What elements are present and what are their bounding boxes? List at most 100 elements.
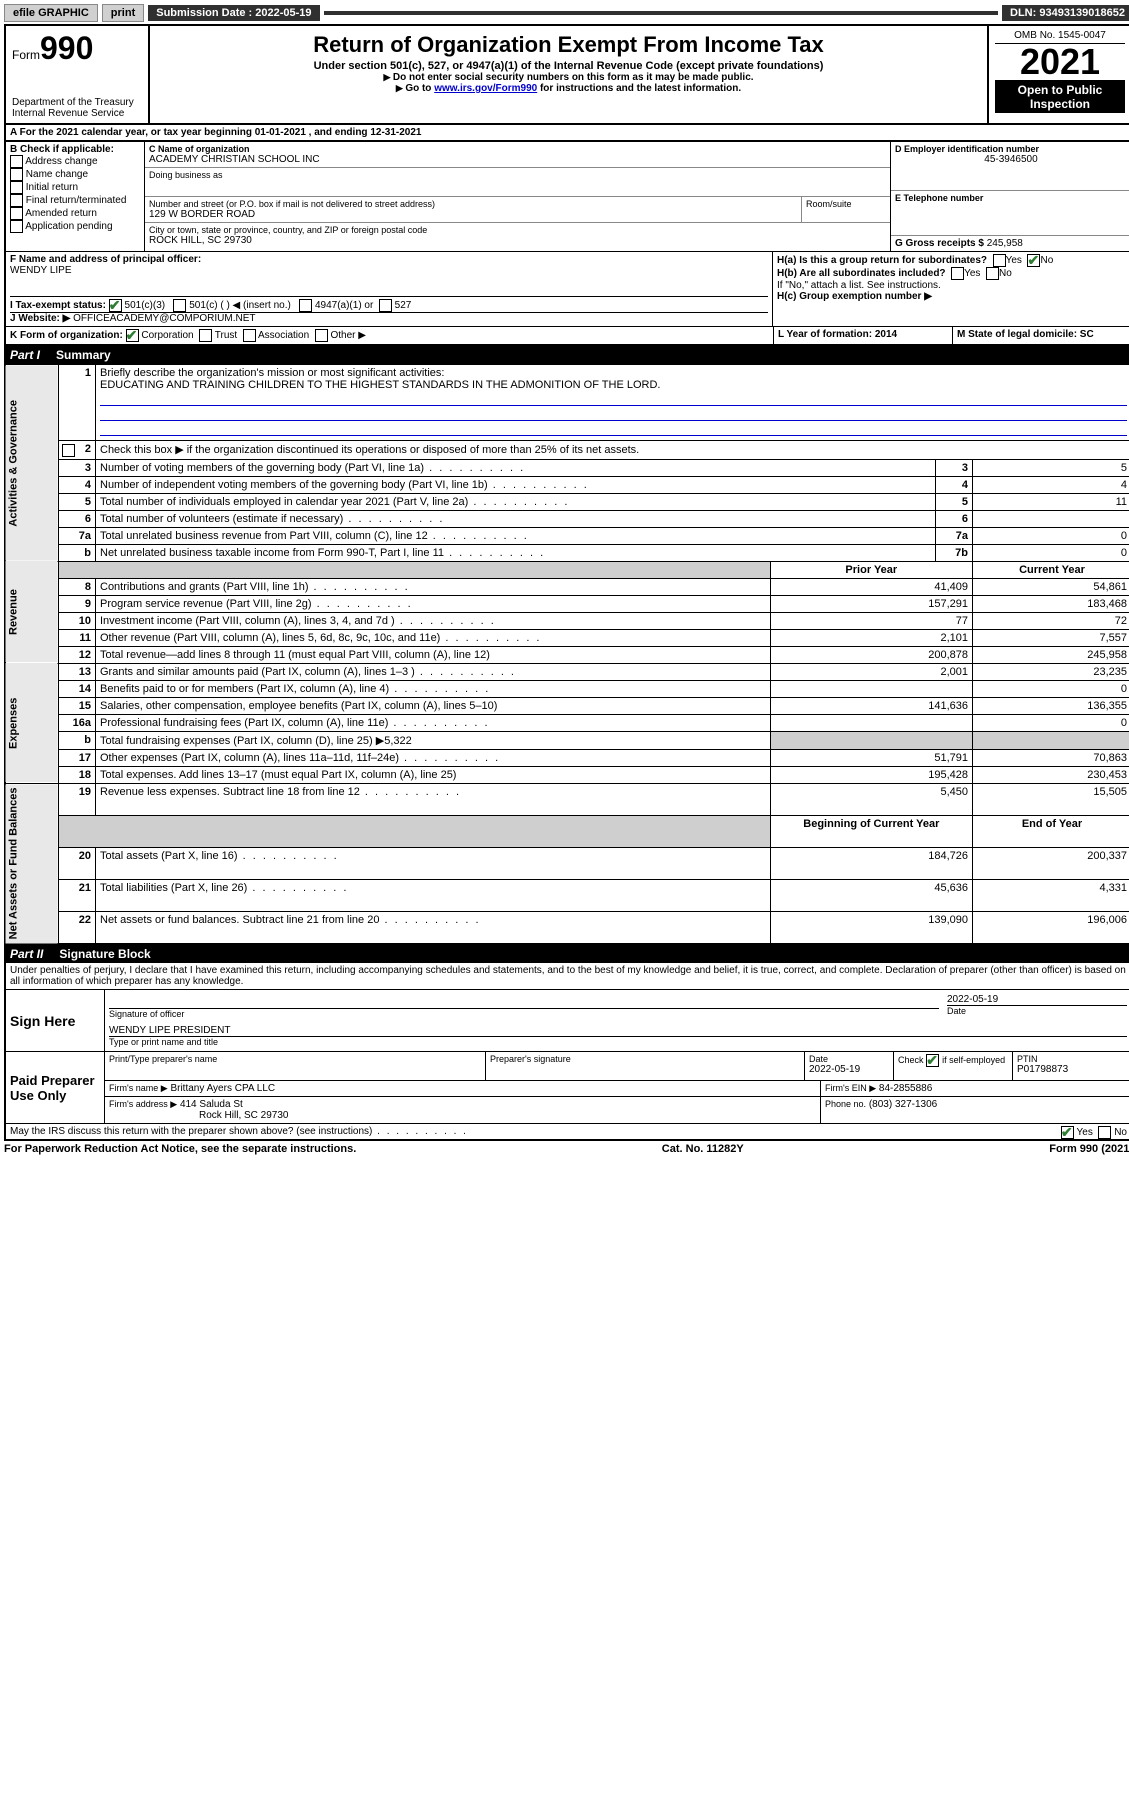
box-j-label: J Website: ▶ — [10, 313, 70, 324]
r8c: 54,861 — [973, 578, 1129, 595]
hdr-end: End of Year — [973, 815, 1129, 847]
cb-hb-yes[interactable] — [951, 267, 964, 280]
top-spacer — [324, 11, 998, 15]
street-address: 129 W BORDER ROAD — [149, 209, 797, 220]
r9p: 157,291 — [770, 595, 972, 612]
line18: Total expenses. Add lines 13–17 (must eq… — [96, 766, 771, 783]
line14: Benefits paid to or for members (Part IX… — [96, 680, 771, 697]
cb-discuss-no[interactable] — [1098, 1126, 1111, 1139]
cb-ha-yes[interactable] — [993, 254, 1006, 267]
r10p: 77 — [770, 612, 972, 629]
klm-row: K Form of organization: Corporation Trus… — [4, 327, 1129, 346]
r22c: 196,006 — [973, 911, 1129, 944]
section-a: A For the 2021 calendar year, or tax yea… — [4, 125, 1129, 142]
line19: Revenue less expenses. Subtract line 18 … — [96, 783, 771, 815]
irs-label: Internal Revenue Service — [12, 108, 142, 119]
penalty-text: Under penalties of perjury, I declare th… — [6, 963, 1129, 990]
line16b: Total fundraising expenses (Part IX, col… — [96, 731, 771, 749]
line7a: Total unrelated business revenue from Pa… — [96, 527, 936, 544]
subtitle-2: Do not enter social security numbers on … — [156, 72, 981, 83]
val7b: 0 — [973, 544, 1129, 561]
prep-sig-hdr: Preparer's signature — [490, 1054, 800, 1064]
cb-discuss-yes[interactable] — [1061, 1126, 1074, 1139]
line21: Total liabilities (Part X, line 26) — [96, 879, 771, 911]
cb-assoc[interactable] — [243, 329, 256, 342]
val5: 11 — [973, 493, 1129, 510]
part1-header: Part I Summary — [4, 346, 1129, 364]
form-header: Form990 Department of the Treasury Inter… — [4, 24, 1129, 125]
city-label: City or town, state or province, country… — [149, 225, 886, 235]
cb-name-change[interactable]: Name change — [10, 168, 140, 181]
line13: Grants and similar amounts paid (Part IX… — [96, 663, 771, 680]
cb-initial-return[interactable]: Initial return — [10, 181, 140, 194]
r20p: 184,726 — [770, 847, 972, 879]
box-m: M State of legal domicile: SC — [953, 327, 1129, 344]
firm-phone: (803) 327-1306 — [869, 1099, 937, 1110]
officer-name: WENDY LIPE — [10, 265, 768, 276]
r16p — [770, 714, 972, 731]
val4: 4 — [973, 476, 1129, 493]
print-button[interactable]: print — [102, 4, 144, 22]
line1-label: Briefly describe the organization's miss… — [100, 367, 444, 379]
r12p: 200,878 — [770, 646, 972, 663]
officer-name-title: WENDY LIPE PRESIDENT — [109, 1025, 1127, 1037]
tab-revenue: Revenue — [5, 561, 59, 663]
cb-ha-no[interactable] — [1027, 254, 1040, 267]
subtitle-1: Under section 501(c), 527, or 4947(a)(1)… — [156, 60, 981, 72]
r13c: 23,235 — [973, 663, 1129, 680]
cb-amended-return[interactable]: Amended return — [10, 207, 140, 220]
org-info-grid: B Check if applicable: Address change Na… — [4, 142, 1129, 252]
cb-other[interactable] — [315, 329, 328, 342]
r13p: 2,001 — [770, 663, 972, 680]
cb-self-employed[interactable] — [926, 1054, 939, 1067]
cb-hb-no[interactable] — [986, 267, 999, 280]
r21c: 4,331 — [973, 879, 1129, 911]
org-name: ACADEMY CHRISTIAN SCHOOL INC — [149, 154, 886, 165]
firm-ein: 84-2855886 — [879, 1083, 932, 1094]
addr-label: Number and street (or P.O. box if mail i… — [149, 199, 797, 209]
cb-final-return[interactable]: Final return/terminated — [10, 194, 140, 207]
part2-header: Part II Signature Block — [4, 945, 1129, 963]
hdr-prior: Prior Year — [770, 561, 972, 578]
line7b: Net unrelated business taxable income fr… — [96, 544, 936, 561]
cb-4947[interactable] — [299, 299, 312, 312]
cb-app-pending[interactable]: Application pending — [10, 220, 140, 233]
signature-block: Under penalties of perjury, I declare th… — [4, 963, 1129, 1141]
r9c: 183,468 — [973, 595, 1129, 612]
cb-501c3[interactable] — [109, 299, 122, 312]
paid-preparer-label: Paid Preparer Use Only — [6, 1052, 105, 1123]
cb-corp[interactable] — [126, 329, 139, 342]
efile-button[interactable]: efile GRAPHIC — [4, 4, 98, 22]
val6 — [973, 510, 1129, 527]
line17: Other expenses (Part IX, column (A), lin… — [96, 749, 771, 766]
sign-here-label: Sign Here — [6, 990, 105, 1051]
val3: 5 — [973, 459, 1129, 476]
cb-trust[interactable] — [199, 329, 212, 342]
hdr-beg: Beginning of Current Year — [770, 815, 972, 847]
gross-receipts: 245,958 — [987, 238, 1023, 249]
line4: Number of independent voting members of … — [96, 476, 936, 493]
cb-501c[interactable] — [173, 299, 186, 312]
r19p: 5,450 — [770, 783, 972, 815]
cb-address-change[interactable]: Address change — [10, 155, 140, 168]
r12c: 245,958 — [973, 646, 1129, 663]
r8p: 41,409 — [770, 578, 972, 595]
line11: Other revenue (Part VIII, column (A), li… — [96, 629, 771, 646]
footer: For Paperwork Reduction Act Notice, see … — [4, 1141, 1129, 1157]
box-hb: H(b) Are all subordinates included? Yes … — [777, 267, 1127, 280]
website: OFFICEACADEMY@COMPORIUM.NET — [73, 313, 255, 324]
r19c: 15,505 — [973, 783, 1129, 815]
form-footer: Form 990 (2021) — [1049, 1143, 1129, 1155]
form-title: Return of Organization Exempt From Incom… — [156, 32, 981, 58]
val7a: 0 — [973, 527, 1129, 544]
line15: Salaries, other compensation, employee b… — [96, 697, 771, 714]
line12: Total revenue—add lines 8 through 11 (mu… — [96, 646, 771, 663]
box-k-label: K Form of organization: — [10, 330, 123, 341]
officer-group-grid: F Name and address of principal officer:… — [4, 252, 1129, 327]
prep-date: 2022-05-19 — [809, 1064, 889, 1075]
cb-discontinued[interactable] — [62, 444, 75, 457]
type-name-label: Type or print name and title — [109, 1037, 1127, 1047]
dba-label: Doing business as — [149, 170, 886, 180]
instructions-link[interactable]: www.irs.gov/Form990 — [434, 83, 537, 94]
cb-527[interactable] — [379, 299, 392, 312]
